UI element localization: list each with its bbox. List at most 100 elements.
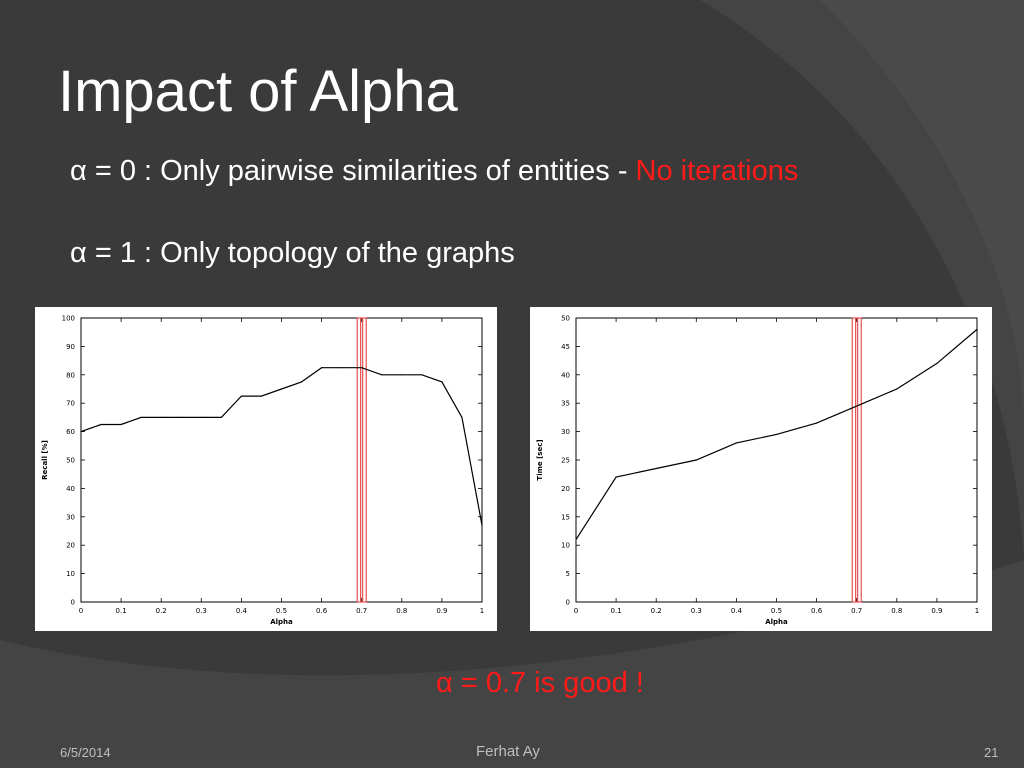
highlight-band	[851, 317, 862, 603]
bullet-alpha-one: α = 1 : Only topology of the graphs	[70, 237, 515, 270]
data-point	[80, 431, 82, 433]
recall-chart: 0 0.1 0.2 0.3 0.4 0.5 0.6 0.7 0.8 0.9 101020304050…	[41, 315, 484, 627]
x-tick-label: 0.6	[811, 607, 823, 615]
conclusion-text: α = 0.7 is good !	[436, 667, 644, 699]
y-axis-label: Recall [%]	[41, 440, 49, 480]
time-chart: 0 0.1 0.2 0.3 0.4 0.5 0.6 0.7 0.8 0.9 105101520253…	[536, 315, 979, 627]
data-point	[160, 416, 162, 418]
y-tick-label: 0	[566, 599, 570, 607]
data-point	[441, 381, 443, 383]
y-tick-label: 80	[66, 371, 75, 379]
data-point	[240, 395, 242, 397]
x-tick-label: 0.4	[236, 607, 248, 615]
series-line	[80, 367, 483, 526]
data-point	[300, 381, 303, 383]
x-tick-label: 0	[574, 607, 578, 615]
data-point	[816, 422, 818, 424]
alpha-symbol: α	[70, 237, 87, 269]
data-point	[856, 405, 858, 407]
y-tick-label: 40	[561, 371, 570, 379]
x-tick-label: 0.7	[851, 607, 862, 615]
y-tick-label: 10	[66, 570, 75, 578]
y-tick-label: 5	[566, 570, 570, 578]
plot-frame	[80, 317, 483, 603]
x-tick-label: 1	[480, 607, 484, 615]
recall-chart-panel: 0 0.1 0.2 0.3 0.4 0.5 0.6 0.7 0.8 0.9 1 0 10 20 30 40 50…	[35, 307, 497, 631]
data-point	[321, 367, 323, 369]
data-point	[575, 538, 577, 541]
y-tick-label: 100	[62, 315, 75, 323]
data-point	[695, 459, 697, 461]
data-point	[481, 524, 483, 526]
footer-page-number: 21	[984, 745, 999, 760]
data-point	[341, 367, 343, 369]
data-point	[896, 388, 898, 390]
y-tick-label: 10	[561, 542, 570, 550]
data-point	[220, 416, 222, 418]
bullet-highlight: No iterations	[635, 155, 799, 187]
y-tick-label: 50	[561, 315, 570, 323]
x-tick-label: 0.3	[691, 607, 702, 615]
x-axis-label: Alpha	[270, 618, 293, 626]
bullet-text: = 1 : Only topology of the graphs	[86, 237, 515, 269]
x-tick-label: 0.5	[276, 607, 287, 615]
plot-frame	[575, 317, 978, 603]
data-point	[260, 395, 263, 397]
y-axis-label: Time [sec]	[536, 439, 544, 480]
y-tick-label: 30	[561, 428, 570, 436]
x-tick-label: 0.3	[196, 607, 207, 615]
data-point	[280, 388, 283, 390]
y-tick-label: 20	[561, 485, 570, 493]
x-tick-label: 0.4	[731, 607, 743, 615]
y-tick-label: 25	[561, 457, 570, 465]
y-tick-label: 40	[66, 485, 75, 493]
data-point	[615, 476, 617, 478]
data-point	[401, 374, 403, 376]
highlight-band	[356, 317, 367, 603]
data-point	[655, 467, 657, 470]
data-point	[120, 423, 122, 426]
data-point	[361, 367, 363, 369]
data-point	[461, 416, 463, 418]
x-tick-label: 0.8	[891, 607, 902, 615]
x-axis-label: Alpha	[765, 618, 788, 626]
data-point	[421, 374, 423, 376]
y-tick-label: 90	[66, 343, 75, 351]
y-tick-label: 45	[561, 343, 570, 351]
x-tick-label: 0.9	[436, 607, 447, 615]
x-tick-label: 0	[79, 607, 83, 615]
x-tick-label: 0.2	[156, 607, 167, 615]
slide-title: Impact of Alpha	[58, 59, 458, 124]
y-tick-label: 70	[66, 400, 75, 408]
data-point	[735, 442, 737, 444]
alpha-symbol: α	[70, 155, 87, 187]
bullet-alpha-zero: α = 0 : Only pairwise similarities of en…	[70, 155, 798, 188]
y-tick-label: 15	[561, 513, 570, 521]
y-tick-label: 30	[66, 513, 75, 521]
y-tick-label: 60	[66, 428, 75, 436]
x-tick-label: 0.2	[651, 607, 662, 615]
y-tick-label: 35	[561, 400, 570, 408]
data-point	[180, 416, 182, 418]
x-tick-label: 0.6	[316, 607, 328, 615]
data-point	[936, 362, 938, 365]
x-tick-label: 0.1	[611, 607, 622, 615]
y-tick-label: 50	[66, 457, 75, 465]
data-point	[100, 423, 102, 426]
x-tick-label: 1	[975, 607, 979, 615]
y-tick-label: 20	[66, 542, 75, 550]
y-tick-label: 0	[71, 599, 75, 607]
x-tick-label: 0.8	[396, 607, 407, 615]
data-point	[200, 416, 202, 418]
x-tick-label: 0.7	[356, 607, 367, 615]
data-point	[775, 433, 778, 436]
time-chart-panel: 0 0.1 0.2 0.3 0.4 0.5 0.6 0.7 0.8 0.9 1 0 5 10 15 20 25 3…	[530, 307, 992, 631]
data-point	[381, 374, 383, 376]
footer-author: Ferhat Ay	[476, 743, 540, 760]
footer-date: 6/5/2014	[60, 745, 111, 760]
data-point	[140, 416, 142, 418]
x-tick-label: 0.5	[771, 607, 782, 615]
x-tick-label: 0.1	[116, 607, 127, 615]
x-tick-label: 0.9	[931, 607, 942, 615]
